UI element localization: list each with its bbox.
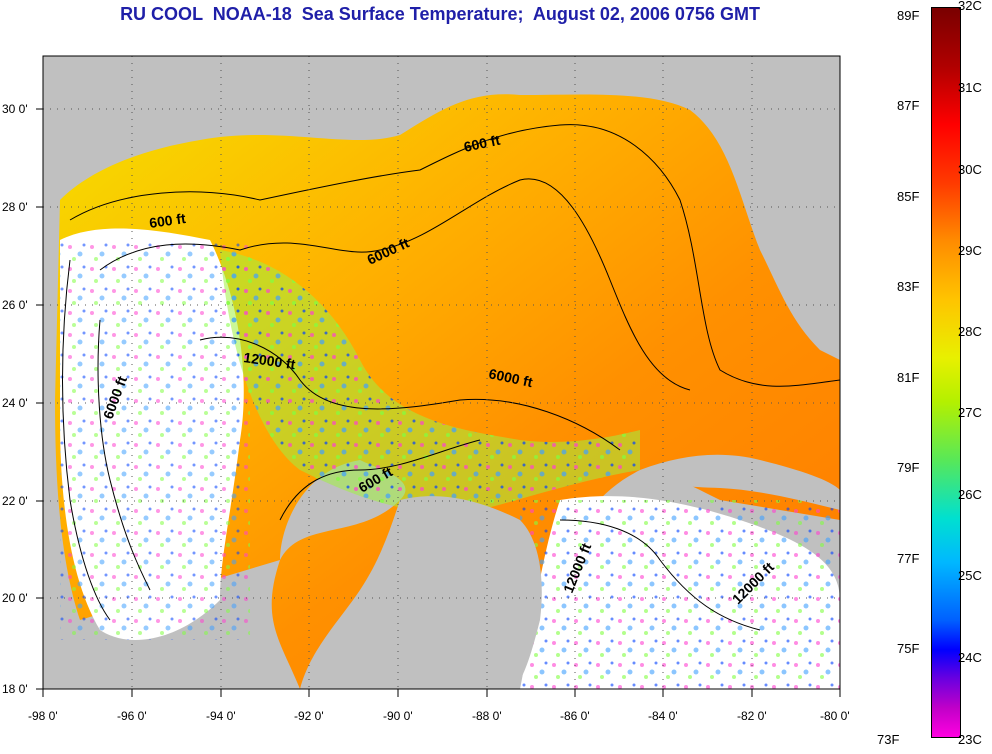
lat-label: 20 0' [2, 591, 28, 605]
f-label: 75F [897, 641, 920, 656]
c-label: 29C [958, 243, 982, 258]
c-label: 23C [958, 732, 982, 747]
yucatan-land [300, 496, 542, 689]
depth-contours [62, 124, 841, 631]
lat-label: 22 0' [2, 494, 28, 508]
cloud-speckle-caribbean [520, 500, 840, 689]
c-label: 24C [958, 650, 982, 665]
c-label: 31C [958, 80, 982, 95]
lat-label: 28 0' [2, 200, 28, 214]
florida-land [700, 56, 840, 350]
contour-label: 600 ft [462, 132, 501, 155]
c-label: 30C [958, 162, 982, 177]
lon-label: -84 0' [648, 709, 678, 723]
contour-label: 12000 ft [243, 349, 297, 372]
c-label: 25C [958, 568, 982, 583]
f-label: 89F [897, 8, 920, 23]
gulf-water [55, 94, 840, 689]
lon-label: -98 0' [28, 709, 58, 723]
temperature-colorbar [931, 7, 961, 738]
lon-label: -96 0' [117, 709, 147, 723]
f-label: 81F [897, 370, 920, 385]
lon-label: -92 0' [294, 709, 324, 723]
cuba-land [640, 454, 840, 510]
lon-label: -82 0' [737, 709, 767, 723]
lon-label: -80 0' [820, 709, 850, 723]
sst-map: 30 0' 28 0' 26 0' 24 0' 22 0' 20 0' 18 0… [2, 55, 850, 723]
f-label: 73F [877, 732, 900, 747]
f-label: 77F [897, 551, 920, 566]
lat-label: 18 0' [2, 682, 28, 696]
longitude-labels: -98 0' -96 0' -94 0' -92 0' -90 0' -88 0… [28, 709, 850, 723]
lat-label: 26 0' [2, 298, 28, 312]
lat-label: 30 0' [2, 102, 28, 116]
map-frame [42, 55, 841, 690]
graticule [43, 56, 840, 689]
c-label: 32C [958, 0, 982, 13]
lon-label: -90 0' [383, 709, 413, 723]
c-label: 26C [958, 487, 982, 502]
latitude-labels: 30 0' 28 0' 26 0' 24 0' 22 0' 20 0' 18 0… [2, 102, 28, 696]
f-label: 83F [897, 279, 920, 294]
axis-ticks [36, 108, 841, 697]
cloud-speckle-west [60, 240, 250, 640]
c-label: 28C [958, 324, 982, 339]
contour-label: 600 ft [148, 210, 187, 231]
lon-label: -94 0' [206, 709, 236, 723]
f-label: 79F [897, 460, 920, 475]
map-title: RU COOL NOAA-18 Sea Surface Temperature;… [120, 4, 760, 24]
cool-band-speckle [220, 250, 640, 513]
lon-label: -88 0' [472, 709, 502, 723]
c-label: 27C [958, 405, 982, 420]
lat-label: 24 0' [2, 396, 28, 410]
f-label: 85F [897, 189, 920, 204]
f-label: 87F [897, 98, 920, 113]
lon-label: -86 0' [560, 709, 590, 723]
